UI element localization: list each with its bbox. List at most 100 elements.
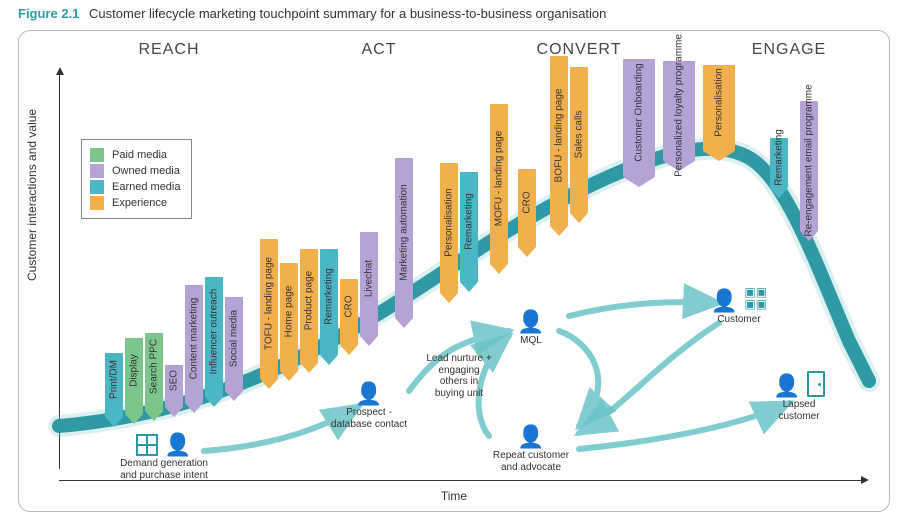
figure-caption: Figure 2.1 Customer lifecycle marketing … — [18, 6, 606, 21]
touchpoint-tip — [145, 411, 163, 421]
touchpoint-tip — [300, 363, 318, 373]
touchpoint-label: Remarketing — [774, 129, 785, 186]
touchpoint-label: CRO — [522, 191, 533, 213]
persona-label: Prospect -database contact — [319, 407, 419, 430]
touchpoint-label: Influencer outreach — [209, 289, 220, 375]
touchpoint-tip — [260, 379, 278, 389]
touchpoint-tip — [105, 417, 123, 427]
touchpoint-tip — [770, 188, 788, 198]
persona-leadnote: Lead nurture +engagingothers inbuying un… — [409, 351, 509, 399]
persona-label: Lead nurture +engagingothers inbuying un… — [409, 353, 509, 399]
touchpoint-tip — [550, 226, 568, 236]
touchpoint-tip — [623, 177, 655, 187]
touchpoint: SEO — [165, 365, 183, 417]
touchpoint: CRO — [518, 169, 536, 257]
touchpoint-label: SEO — [169, 370, 180, 391]
touchpoint-tip — [518, 247, 536, 257]
boxes-icon: ▣▣▣▣ — [744, 286, 767, 310]
touchpoint-label: Marketing automation — [399, 184, 410, 280]
touchpoint: Marketing automation — [395, 158, 413, 328]
figure-number: Figure 2.1 — [18, 6, 79, 21]
touchpoint-label: Search PPC — [149, 339, 160, 394]
touchpoint-tip — [360, 336, 378, 346]
touchpoint-tip — [570, 213, 588, 223]
touchpoint: CRO — [340, 279, 358, 355]
touchpoint: Remarketing — [320, 249, 338, 365]
touchpoint-label: Personalisation — [714, 68, 725, 136]
touchpoint-label: Customer Onboarding — [634, 63, 645, 161]
touchpoint-label: CRO — [344, 295, 355, 317]
touchpoint-label: BOFU - landing page — [554, 89, 565, 183]
persona-prospect: 👤Prospect -database contact — [319, 383, 419, 430]
touchpoint-tip — [320, 355, 338, 365]
touchpoint: Influencer outreach — [205, 277, 223, 407]
touchpoint-label: Content marketing — [189, 298, 200, 380]
touchpoint-label: Remarketing — [324, 268, 335, 325]
person-icon: 👤 — [319, 383, 419, 405]
touchpoint: Product page — [300, 249, 318, 373]
touchpoint-tip — [703, 151, 735, 161]
touchpoint: Personalized loyalty programme — [663, 61, 695, 171]
touchpoint: Content marketing — [185, 285, 203, 413]
touchpoint: Personalisation — [703, 65, 735, 161]
persona-label: Lapsedcustomer — [749, 399, 849, 422]
persona-label: Repeat customerand advocate — [481, 450, 581, 473]
touchpoint: Remarketing — [770, 138, 788, 198]
touchpoint-tip — [440, 293, 458, 303]
touchpoint: BOFU - landing page — [550, 56, 568, 236]
figure-caption-text: Customer lifecycle marketing touchpoint … — [89, 6, 606, 21]
persona-customer: 👤 ▣▣▣▣ Customer — [689, 286, 789, 326]
touchpoint-label: Remarketing — [464, 193, 475, 250]
persona-repeat: 👤Repeat customerand advocate — [481, 426, 581, 473]
touchpoint-tip — [225, 391, 243, 401]
chart-area: REACHACTCONVERTENGAGE Paid mediaOwned me… — [18, 30, 890, 512]
touchpoint-tip — [280, 371, 298, 381]
touchpoint: Customer Onboarding — [623, 59, 655, 187]
grid-icon — [136, 434, 158, 456]
touchpoint: Re-engagement email programme — [800, 101, 818, 241]
touchpoint-tip — [340, 345, 358, 355]
touchpoint-tip — [205, 397, 223, 407]
touchpoint-label: Social media — [229, 310, 240, 367]
touchpoint: Sales calls — [570, 67, 588, 223]
touchpoint-tip — [185, 403, 203, 413]
touchpoint-label: Product page — [304, 271, 315, 331]
touchpoint-label: Re-engagement email programme — [804, 84, 815, 236]
touchpoint: Social media — [225, 297, 243, 401]
touchpoint-tip — [460, 282, 478, 292]
touchpoint: Remarketing — [460, 172, 478, 292]
person-icon: 👤 — [749, 371, 849, 397]
touchpoint: MOFU - landing page — [490, 104, 508, 274]
touchpoint: Livechat — [360, 232, 378, 346]
touchpoint-label: Personalisation — [444, 188, 455, 256]
touchpoint-tip — [490, 264, 508, 274]
persona-label: Customer — [689, 314, 789, 326]
figure-frame: Figure 2.1 Customer lifecycle marketing … — [0, 0, 905, 526]
touchpoint-label: Personalized loyalty programme — [674, 34, 685, 177]
touchpoint-label: Display — [129, 354, 140, 387]
touchpoint: Home page — [280, 263, 298, 381]
person-icon: 👤 ▣▣▣▣ — [689, 286, 789, 312]
persona-mql: 👤MQL — [481, 311, 581, 347]
persona-lapsed: 👤 Lapsedcustomer — [749, 371, 849, 422]
touchpoint-label: Livechat — [364, 260, 375, 297]
touchpoint-tip — [125, 414, 143, 424]
touchpoint: Print/DM — [105, 353, 123, 427]
touchpoint: Display — [125, 338, 143, 424]
touchpoint: Search PPC — [145, 333, 163, 421]
persona-label: Demand generationand purchase intent — [114, 458, 214, 481]
person-icon: 👤 — [114, 434, 214, 456]
touchpoint-tip — [395, 318, 413, 328]
person-icon: 👤 — [481, 426, 581, 448]
touchpoint-label: TOFU - landing page — [264, 257, 275, 350]
touchpoint: Personalisation — [440, 163, 458, 303]
persona-demand: 👤Demand generationand purchase intent — [114, 434, 214, 481]
touchpoint-label: Sales calls — [574, 111, 585, 159]
touchpoint-label: Print/DM — [109, 360, 120, 399]
touchpoint-tip — [165, 407, 183, 417]
person-icon: 👤 — [481, 311, 581, 333]
door-icon — [807, 371, 825, 397]
touchpoint: TOFU - landing page — [260, 239, 278, 389]
touchpoint-label: Home page — [284, 286, 295, 338]
touchpoint-label: MOFU - landing page — [494, 131, 505, 227]
